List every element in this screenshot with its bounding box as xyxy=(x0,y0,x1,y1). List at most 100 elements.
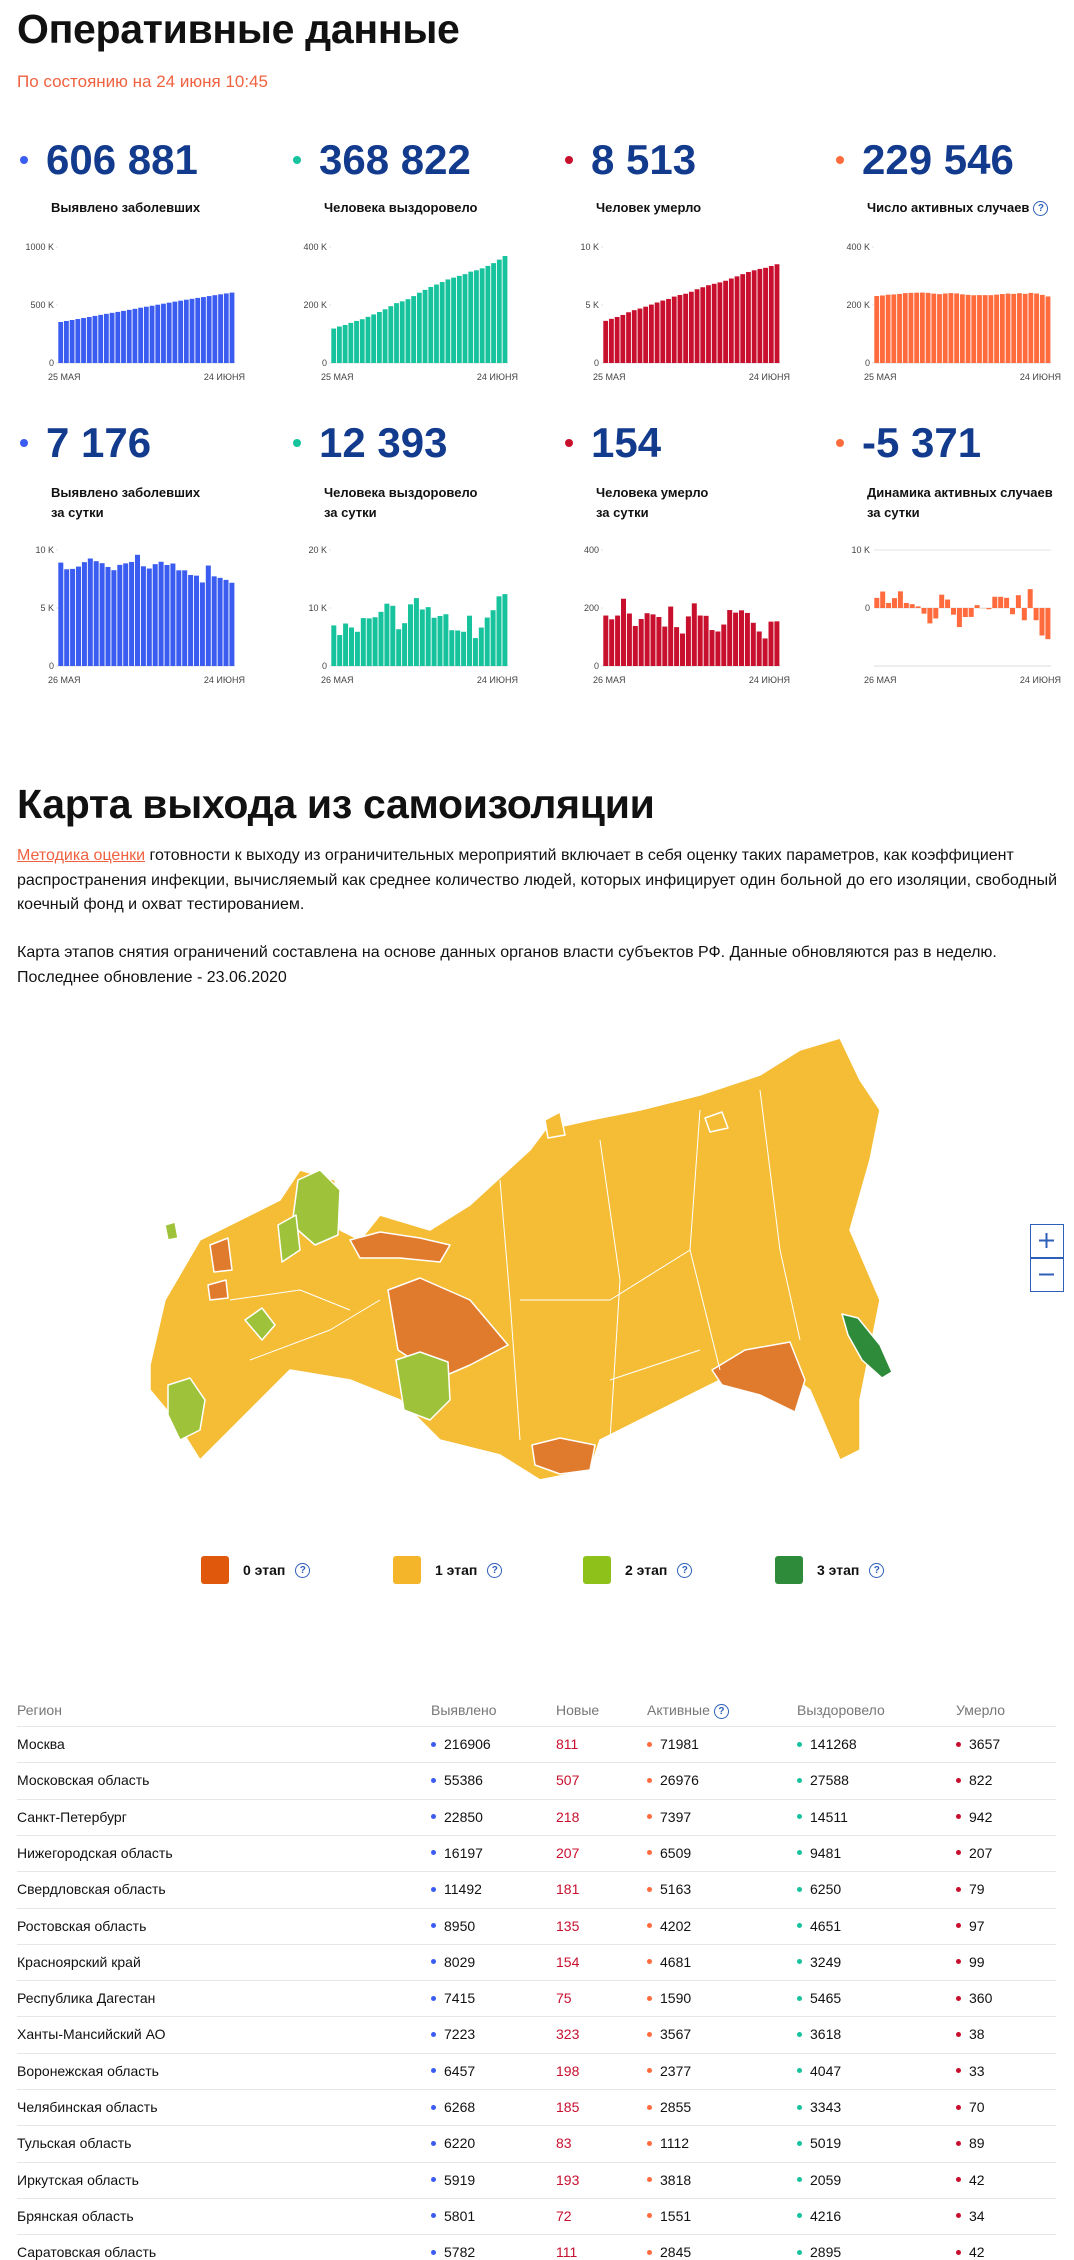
bar xyxy=(931,294,936,363)
legend-label: 1 этап xyxy=(435,1562,477,1578)
table-cell: 181 xyxy=(556,1881,579,1897)
bar xyxy=(161,304,166,363)
cell-dot xyxy=(956,1996,961,2001)
cell-dot xyxy=(431,2250,436,2255)
table-cell: Красноярский край xyxy=(17,1954,141,1970)
legend-item[interactable]: 3 этап? xyxy=(775,1556,884,1584)
paragraph: Методика оценки готовности к выходу из о… xyxy=(17,844,1067,918)
bar xyxy=(111,570,116,666)
cell-text: 2377 xyxy=(660,2063,691,2079)
bar xyxy=(874,598,879,608)
bar xyxy=(1040,295,1045,363)
cell-dot xyxy=(647,2068,652,2073)
y-tick-label: 10 K xyxy=(35,545,54,555)
y-tick-label: 0 xyxy=(49,358,54,368)
stat-label-text: Человека умерло xyxy=(596,485,708,500)
bar xyxy=(159,562,164,666)
bar xyxy=(402,623,407,666)
x-tick-label: 26 МАЯ xyxy=(864,675,897,685)
bar xyxy=(971,295,976,363)
stat-dot xyxy=(565,156,573,164)
bar xyxy=(721,625,726,666)
stat-dot xyxy=(836,156,844,164)
region-stage-2[interactable] xyxy=(165,1222,178,1240)
bar xyxy=(224,580,229,666)
bar xyxy=(224,293,229,363)
table-cell: 942 xyxy=(956,1809,992,1825)
y-tick-label: 0 xyxy=(49,661,54,671)
region-stage-1[interactable] xyxy=(150,1038,880,1480)
bar xyxy=(704,616,709,666)
cell-text: 6268 xyxy=(444,2099,475,2115)
legend-item[interactable]: 2 этап? xyxy=(583,1556,692,1584)
table-cell: 7415 xyxy=(431,1990,475,2006)
cell-dot xyxy=(956,1923,961,1928)
y-tick-label: 1000 K xyxy=(25,242,54,252)
cell-text: 6457 xyxy=(444,2063,475,2079)
section-title: Карта выхода из самоизоляции xyxy=(17,781,655,828)
cell-text: 6250 xyxy=(810,1881,841,1897)
bar xyxy=(417,293,422,363)
cell-text: 154 xyxy=(556,1954,579,1970)
bar xyxy=(147,569,152,666)
cell-dot xyxy=(431,2068,436,2073)
column-header: Умерло xyxy=(956,1702,1005,1718)
cell-dot xyxy=(956,2250,961,2255)
column-header: Новые xyxy=(556,1702,599,1718)
bar xyxy=(1000,294,1005,363)
bar xyxy=(497,260,502,363)
bar xyxy=(969,608,974,617)
table-cell: Брянская область xyxy=(17,2208,134,2224)
table-cell: 5163 xyxy=(647,1881,691,1897)
bar xyxy=(680,634,685,666)
help-icon[interactable]: ? xyxy=(869,1563,884,1578)
bar xyxy=(904,603,909,608)
legend-item[interactable]: 1 этап? xyxy=(393,1556,502,1584)
table-cell: 27588 xyxy=(797,1772,849,1788)
bar xyxy=(394,303,399,363)
stat-dot xyxy=(20,439,28,447)
bar xyxy=(751,623,756,666)
bar xyxy=(926,293,931,363)
help-icon[interactable]: ? xyxy=(295,1563,310,1578)
bar xyxy=(886,295,891,363)
bar xyxy=(428,287,433,363)
bar xyxy=(144,307,149,363)
bar xyxy=(360,319,365,363)
cell-dot xyxy=(431,2032,436,2037)
bar xyxy=(998,597,1003,608)
x-tick-label: 26 МАЯ xyxy=(321,675,354,685)
column-header-text: Выявлено xyxy=(431,1702,497,1718)
table-cell: Саратовская область xyxy=(17,2244,156,2260)
bar xyxy=(165,565,170,666)
bar xyxy=(1034,293,1039,363)
bar xyxy=(229,583,234,666)
table-cell: 38 xyxy=(956,2026,985,2042)
help-icon[interactable]: ? xyxy=(487,1563,502,1578)
methodology-link[interactable]: Методика оценки xyxy=(17,847,145,864)
x-tick-label: 24 ИЮНЯ xyxy=(1020,372,1061,382)
zoom-out-button[interactable] xyxy=(1030,1258,1064,1292)
stat-value: 7 176 xyxy=(46,419,151,467)
region-stage-0[interactable] xyxy=(210,1238,232,1272)
row-divider xyxy=(17,1726,1056,1727)
bar xyxy=(927,608,932,623)
bar xyxy=(455,630,460,666)
row-divider xyxy=(17,2089,1056,2090)
cell-dot xyxy=(647,2105,652,2110)
table-cell: 507 xyxy=(556,1772,579,1788)
table-cell: 360 xyxy=(956,1990,992,2006)
bar xyxy=(769,266,774,363)
cell-text: 1590 xyxy=(660,1990,691,2006)
help-icon[interactable]: ? xyxy=(1033,201,1048,216)
help-icon[interactable]: ? xyxy=(677,1563,692,1578)
legend-item[interactable]: 0 этап? xyxy=(201,1556,310,1584)
help-icon[interactable]: ? xyxy=(714,1704,729,1719)
cell-dot xyxy=(797,2177,802,2182)
table-cell: 75 xyxy=(556,1990,572,2006)
zoom-in-button[interactable] xyxy=(1030,1224,1064,1258)
region-stage-1[interactable] xyxy=(545,1112,565,1138)
table-cell: 5019 xyxy=(797,2135,841,2151)
